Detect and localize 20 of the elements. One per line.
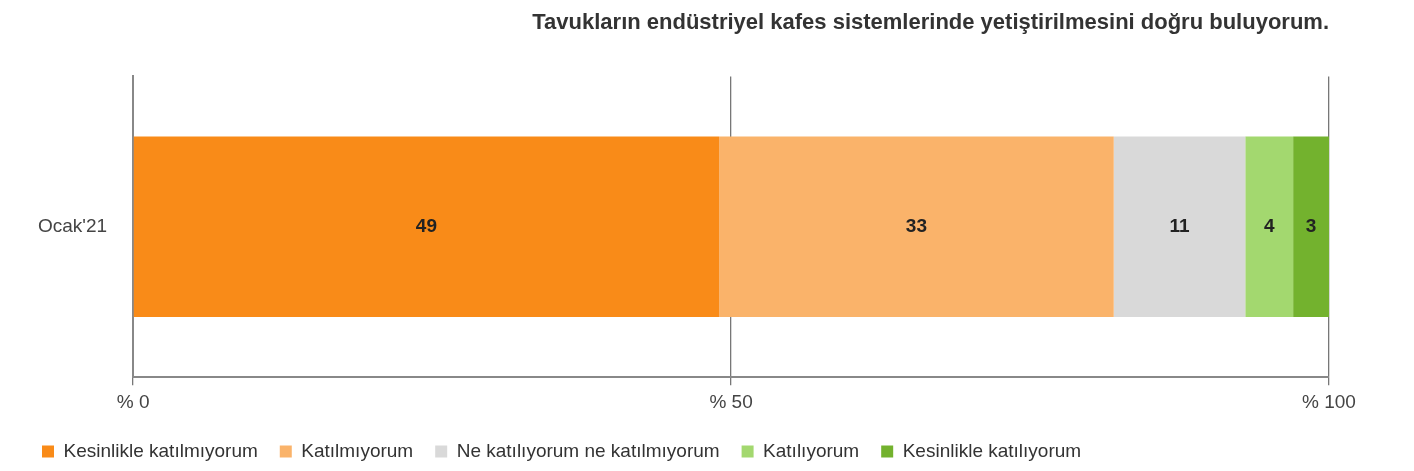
legend-label: Kesinlikle katılmıyorum [63,439,258,461]
legend-label: Katılmıyorum [301,439,414,461]
data-label: 11 [1169,215,1190,237]
legend-label: Kesinlikle katılıyorum [902,439,1082,461]
data-label: 3 [1305,215,1317,237]
bar [133,136,720,318]
bar [1293,136,1329,318]
x-tick-label: % 50 [709,390,753,412]
y-tick-label: Ocak'21 [38,215,108,237]
data-label: 4 [1263,215,1275,237]
bar [1245,136,1294,318]
x-tick-label: % 0 [116,390,150,412]
legend-label: Ne katılıyorum ne katılmıyorum [456,439,720,461]
x-tick-label: % 100 [1302,390,1356,412]
bar [719,136,1114,318]
data-label: 49 [415,215,437,237]
bar [1113,136,1246,318]
chart-title: Tavukların endüstriyel kafes sistemlerinde yetiştirilmesini doğru buluyorum. [532,9,1329,35]
legend-label: Katılıyorum [763,439,860,461]
data-label: 33 [905,215,927,237]
